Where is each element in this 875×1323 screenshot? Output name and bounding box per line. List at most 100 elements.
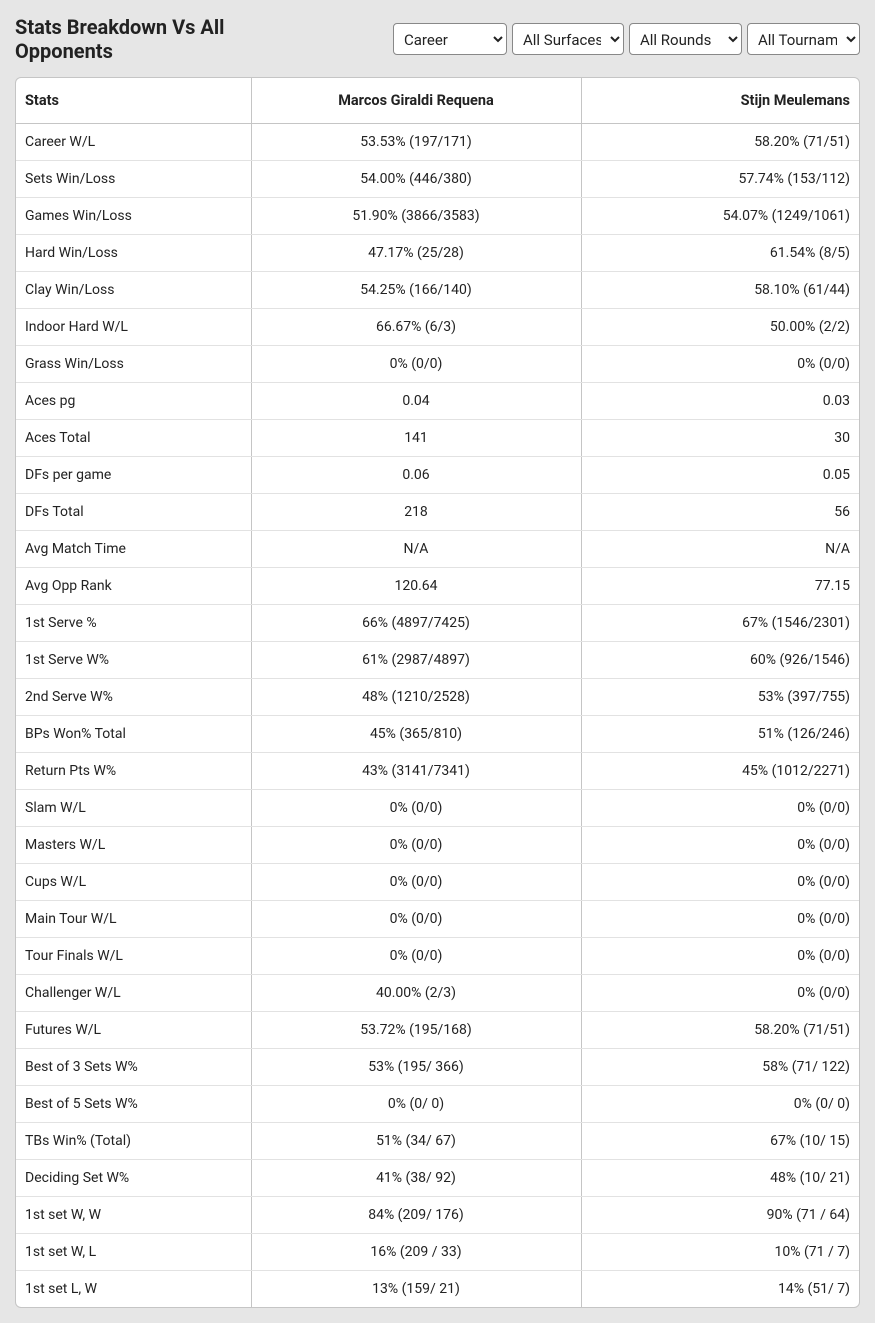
stat-label: 1st Serve % [16, 605, 251, 642]
player2-value: 58.20% (71/51) [581, 1012, 859, 1049]
stat-label: Aces Total [16, 420, 251, 457]
filter-career-select[interactable]: Career [393, 23, 507, 55]
table-row: DFs Total21856 [16, 494, 859, 531]
player2-value: 90% (71 / 64) [581, 1197, 859, 1234]
table-row: Aces pg0.040.03 [16, 383, 859, 420]
stat-label: Best of 5 Sets W% [16, 1086, 251, 1123]
table-row: Avg Opp Rank120.6477.15 [16, 568, 859, 605]
stat-label: Challenger W/L [16, 975, 251, 1012]
stat-label: Deciding Set W% [16, 1160, 251, 1197]
header: Stats Breakdown Vs All Opponents Career … [0, 0, 875, 77]
player2-value: 56 [581, 494, 859, 531]
player1-value: 43% (3141/7341) [251, 753, 581, 790]
table-row: Tour Finals W/L0% (0/0)0% (0/0) [16, 938, 859, 975]
player2-value: 67% (10/ 15) [581, 1123, 859, 1160]
table-row: 1st Serve W%61% (2987/4897)60% (926/1546… [16, 642, 859, 679]
stat-label: 1st set W, L [16, 1234, 251, 1271]
player1-value: 40.00% (2/3) [251, 975, 581, 1012]
stat-label: Futures W/L [16, 1012, 251, 1049]
player1-value: 16% (209 / 33) [251, 1234, 581, 1271]
player1-value: 48% (1210/2528) [251, 679, 581, 716]
table-row: TBs Win% (Total)51% (34/ 67)67% (10/ 15) [16, 1123, 859, 1160]
player1-value: 0% (0/0) [251, 864, 581, 901]
stat-label: Main Tour W/L [16, 901, 251, 938]
stat-label: Grass Win/Loss [16, 346, 251, 383]
player1-value: 54.25% (166/140) [251, 272, 581, 309]
player1-value: 0.04 [251, 383, 581, 420]
stat-label: Avg Match Time [16, 531, 251, 568]
player1-value: 0% (0/ 0) [251, 1086, 581, 1123]
stat-label: 1st set L, W [16, 1271, 251, 1308]
table-row: Sets Win/Loss54.00% (446/380)57.74% (153… [16, 161, 859, 198]
table-row: Return Pts W%43% (3141/7341)45% (1012/22… [16, 753, 859, 790]
player1-value: 0% (0/0) [251, 790, 581, 827]
stat-label: Indoor Hard W/L [16, 309, 251, 346]
stat-label: Hard Win/Loss [16, 235, 251, 272]
player2-value: 67% (1546/2301) [581, 605, 859, 642]
filter-tournaments-select[interactable]: All Tournaments [747, 23, 860, 55]
table-row: 1st Serve %66% (4897/7425)67% (1546/2301… [16, 605, 859, 642]
player2-value: 60% (926/1546) [581, 642, 859, 679]
player2-value: 0% (0/0) [581, 938, 859, 975]
player2-value: 45% (1012/2271) [581, 753, 859, 790]
player2-value: 51% (126/246) [581, 716, 859, 753]
player1-value: 0% (0/0) [251, 901, 581, 938]
player1-value: 61% (2987/4897) [251, 642, 581, 679]
table-row: Hard Win/Loss47.17% (25/28)61.54% (8/5) [16, 235, 859, 272]
player2-value: 58.20% (71/51) [581, 124, 859, 161]
stats-table: Stats Marcos Giraldi Requena Stijn Meule… [16, 78, 859, 1307]
player2-value: 53% (397/755) [581, 679, 859, 716]
player1-value: 51% (34/ 67) [251, 1123, 581, 1160]
table-row: Best of 5 Sets W%0% (0/ 0)0% (0/ 0) [16, 1086, 859, 1123]
stat-label: DFs per game [16, 457, 251, 494]
player1-value: 120.64 [251, 568, 581, 605]
player1-value: 0% (0/0) [251, 827, 581, 864]
player2-value: 0% (0/0) [581, 864, 859, 901]
stat-label: Cups W/L [16, 864, 251, 901]
player1-value: 141 [251, 420, 581, 457]
player1-value: 51.90% (3866/3583) [251, 198, 581, 235]
col-header-stats: Stats [16, 78, 251, 124]
table-row: Cups W/L0% (0/0)0% (0/0) [16, 864, 859, 901]
stat-label: Masters W/L [16, 827, 251, 864]
player2-value: 54.07% (1249/1061) [581, 198, 859, 235]
player1-value: N/A [251, 531, 581, 568]
player2-value: 58% (71/ 122) [581, 1049, 859, 1086]
player2-value: 30 [581, 420, 859, 457]
player2-value: 0.05 [581, 457, 859, 494]
table-header-row: Stats Marcos Giraldi Requena Stijn Meule… [16, 78, 859, 124]
stat-label: 2nd Serve W% [16, 679, 251, 716]
table-row: 1st set W, W84% (209/ 176)90% (71 / 64) [16, 1197, 859, 1234]
filter-surface-select[interactable]: All Surfaces [512, 23, 624, 55]
player2-value: 0% (0/0) [581, 901, 859, 938]
filter-rounds-select[interactable]: All Rounds [629, 23, 742, 55]
stat-label: Career W/L [16, 124, 251, 161]
player1-value: 218 [251, 494, 581, 531]
table-row: Aces Total14130 [16, 420, 859, 457]
table-row: Indoor Hard W/L66.67% (6/3)50.00% (2/2) [16, 309, 859, 346]
table-row: Avg Match TimeN/AN/A [16, 531, 859, 568]
table-row: 1st set W, L16% (209 / 33)10% (71 / 7) [16, 1234, 859, 1271]
col-header-player2: Stijn Meulemans [581, 78, 859, 124]
table-row: Career W/L53.53% (197/171)58.20% (71/51) [16, 124, 859, 161]
table-row: Grass Win/Loss0% (0/0)0% (0/0) [16, 346, 859, 383]
player2-value: 0% (0/0) [581, 975, 859, 1012]
table-row: Slam W/L0% (0/0)0% (0/0) [16, 790, 859, 827]
player1-value: 0.06 [251, 457, 581, 494]
stat-label: Aces pg [16, 383, 251, 420]
player1-value: 0% (0/0) [251, 346, 581, 383]
player2-value: 50.00% (2/2) [581, 309, 859, 346]
stat-label: Return Pts W% [16, 753, 251, 790]
table-row: Clay Win/Loss54.25% (166/140)58.10% (61/… [16, 272, 859, 309]
stat-label: Best of 3 Sets W% [16, 1049, 251, 1086]
player1-value: 45% (365/810) [251, 716, 581, 753]
player2-value: 77.15 [581, 568, 859, 605]
player1-value: 47.17% (25/28) [251, 235, 581, 272]
table-row: Challenger W/L40.00% (2/3)0% (0/0) [16, 975, 859, 1012]
stat-label: Tour Finals W/L [16, 938, 251, 975]
stat-label: Games Win/Loss [16, 198, 251, 235]
table-row: Main Tour W/L0% (0/0)0% (0/0) [16, 901, 859, 938]
table-row: DFs per game0.060.05 [16, 457, 859, 494]
player2-value: 57.74% (153/112) [581, 161, 859, 198]
table-row: Masters W/L0% (0/0)0% (0/0) [16, 827, 859, 864]
